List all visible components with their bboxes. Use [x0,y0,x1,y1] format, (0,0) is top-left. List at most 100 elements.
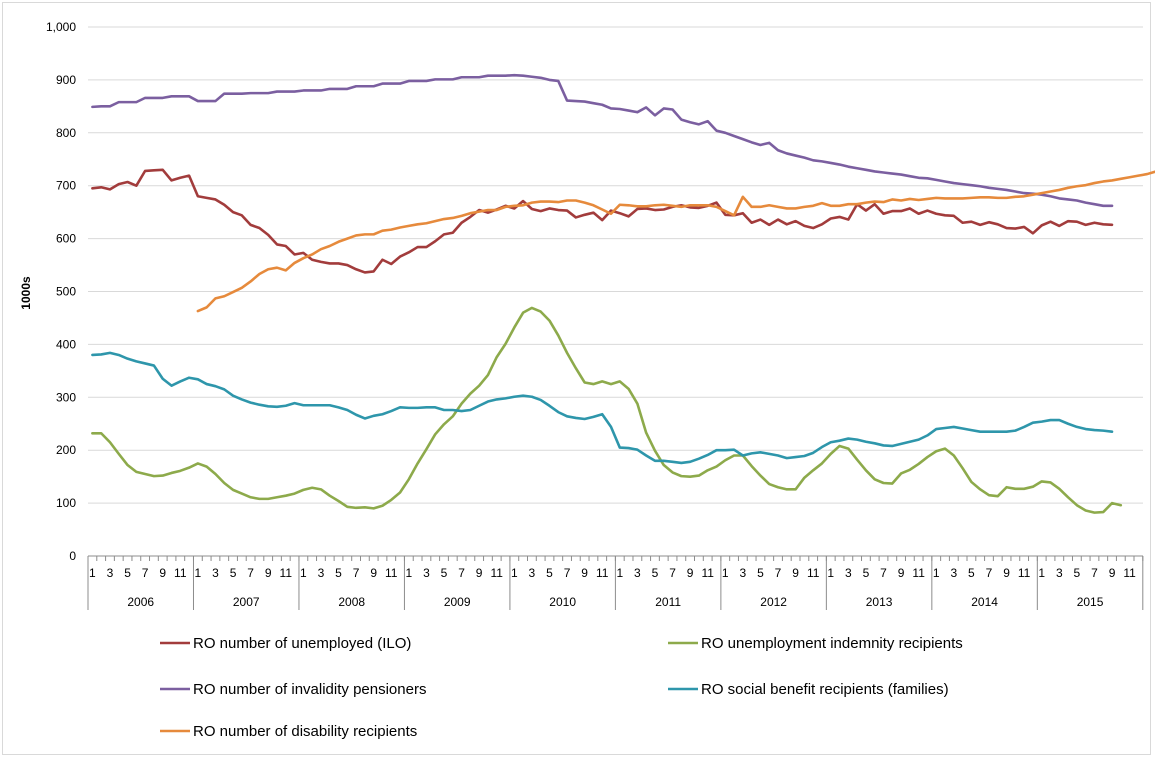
x-month-label: 11 [1018,566,1031,580]
legend-label: RO number of disability recipients [193,723,417,740]
x-month-label: 1 [933,566,940,580]
y-axis-tick-labels: 0 100 200 300 400 500 600 700 800 900 1,000 [46,20,76,563]
x-month-label: 9 [687,566,694,580]
legend-label: RO number of invalidity pensioners [193,681,426,698]
gridlines [88,26,1143,557]
series-line-ro-number-of-unemployed-ilo [91,168,1114,274]
x-month-label: 3 [634,566,641,580]
x-month-label: 1 [405,566,412,580]
series-line-ro-number-of-disability-recipients [196,170,1155,313]
x-month-label: 1 [511,566,518,580]
y-tick-label: 200 [56,443,76,457]
x-month-label: 5 [757,566,764,580]
x-month-label: 7 [564,566,571,580]
x-year-label: 2008 [338,595,365,609]
x-month-label: 7 [142,566,149,580]
x-month-label: 3 [950,566,957,580]
x-month-label: 5 [863,566,870,580]
series-line-ro-unemployment-indemnity-recipients [91,306,1123,514]
x-month-label: 7 [986,566,993,580]
x-year-label: 2011 [655,595,681,609]
x-month-label: 11 [912,566,925,580]
x-month-label: 3 [740,566,747,580]
y-axis-title: 1000s [19,276,33,310]
x-year-label: 2007 [233,595,260,609]
x-year-label: 2013 [866,595,893,609]
y-tick-label: 600 [56,232,76,246]
x-month-label: 3 [1056,566,1063,580]
x-month-label: 5 [1074,566,1081,580]
x-month-label: 3 [107,566,114,580]
x-month-label: 3 [212,566,219,580]
x-month-label: 7 [458,566,465,580]
y-tick-label: 1,000 [46,20,76,34]
x-month-label: 9 [1003,566,1010,580]
x-month-label: 7 [775,566,782,580]
x-month-label: 1 [616,566,623,580]
x-month-label: 11 [491,566,504,580]
x-year-label: 2012 [760,595,787,609]
legend-label: RO unemployment indemnity recipients [701,635,963,652]
x-month-label: 7 [353,566,360,580]
x-month-label: 1 [300,566,307,580]
x-month-label: 11 [1123,566,1136,580]
x-month-label: 3 [423,566,430,580]
series-line-ro-number-of-invalidity-pensioners [91,73,1114,208]
x-month-label: 5 [546,566,553,580]
x-year-label: 2010 [549,595,576,609]
y-tick-label: 900 [56,73,76,87]
y-tick-label: 300 [56,390,76,404]
y-tick-label: 800 [56,126,76,140]
x-month-label: 7 [247,566,254,580]
x-month-label: 5 [968,566,975,580]
legend: RO number of unemployed (ILO) RO unemploy… [160,635,963,740]
x-month-label: 11 [174,566,187,580]
x-month-label: 9 [792,566,799,580]
x-month-label: 7 [669,566,676,580]
y-tick-label: 400 [56,337,76,351]
x-month-label: 5 [230,566,237,580]
x-month-label: 9 [265,566,272,580]
x-year-label: 2015 [1077,595,1104,609]
series-line-ro-social-benefit-recipients-families [91,351,1114,465]
x-month-label: 9 [898,566,905,580]
y-tick-label: 700 [56,179,76,193]
y-tick-label: 500 [56,285,76,299]
legend-label: RO number of unemployed (ILO) [193,635,411,652]
x-month-label: 11 [385,566,398,580]
x-month-label: 1 [722,566,729,580]
x-year-label: 2014 [971,595,998,609]
x-month-label: 11 [596,566,609,580]
x-month-label: 3 [318,566,325,580]
x-month-label: 11 [280,566,293,580]
x-month-label: 9 [370,566,377,580]
x-month-label: 5 [441,566,448,580]
x-month-label: 1 [1038,566,1045,580]
x-month-label: 3 [529,566,536,580]
x-year-label: 2006 [127,595,154,609]
y-tick-label: 100 [56,496,76,510]
x-month-label: 9 [159,566,166,580]
x-year-label: 2009 [444,595,471,609]
x-month-label: 9 [476,566,483,580]
x-month-label: 9 [1109,566,1116,580]
x-month-label: 7 [880,566,887,580]
x-month-label: 11 [701,566,714,580]
x-month-label: 7 [1091,566,1098,580]
x-month-label: 1 [827,566,834,580]
x-month-label: 11 [807,566,820,580]
x-month-label: 5 [335,566,342,580]
x-month-label: 1 [89,566,96,580]
x-month-label: 5 [124,566,131,580]
x-month-label: 5 [652,566,659,580]
series-lines [91,73,1155,514]
x-month-label: 3 [845,566,852,580]
legend-label: RO social benefit recipients (families) [701,681,949,698]
x-month-label: 9 [581,566,588,580]
x-month-label: 1 [195,566,202,580]
y-tick-label: 0 [69,549,76,563]
